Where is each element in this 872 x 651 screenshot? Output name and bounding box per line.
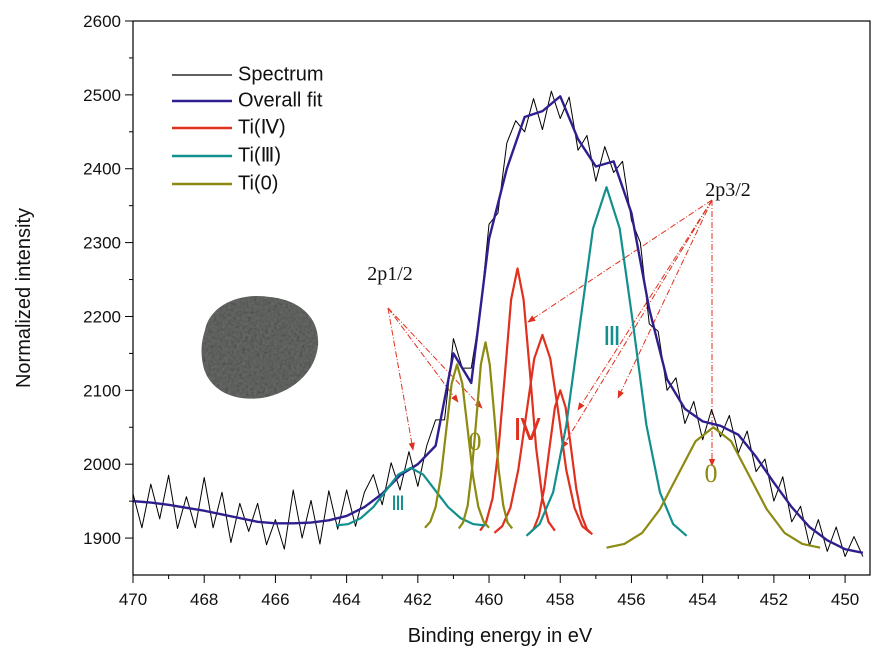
legend-label: Overall fit bbox=[238, 89, 323, 111]
annotation: Ⅲ bbox=[391, 493, 405, 515]
powder-photo bbox=[201, 295, 319, 399]
y-tick-label: 2400 bbox=[83, 160, 121, 179]
y-tick-label: 2100 bbox=[83, 381, 121, 400]
annotation: 2p1/2 bbox=[367, 263, 413, 285]
x-axis-label: Binding energy in eV bbox=[408, 625, 593, 647]
legend-label: Spectrum bbox=[238, 63, 324, 85]
x-tick-label: 456 bbox=[617, 590, 645, 609]
y-tick-label: 1900 bbox=[83, 529, 121, 548]
x-tick-label: 464 bbox=[332, 590, 360, 609]
legend-label: Ti(0) bbox=[238, 172, 278, 194]
x-tick-label: 462 bbox=[404, 590, 432, 609]
x-tick-label: 458 bbox=[546, 590, 574, 609]
x-tick-label: 460 bbox=[475, 590, 503, 609]
annotation: 2p3/2 bbox=[705, 179, 751, 201]
x-tick-label: 450 bbox=[831, 590, 859, 609]
data-line bbox=[457, 341, 514, 530]
annotation: Ⅲ bbox=[603, 322, 621, 351]
annotation-arrows bbox=[387, 199, 716, 467]
y-tick-label: 2000 bbox=[83, 455, 121, 474]
x-tick-label: 452 bbox=[760, 590, 788, 609]
legend-label: Ti(Ⅲ) bbox=[238, 144, 281, 166]
y-tick-label: 2600 bbox=[83, 12, 121, 31]
x-tick-label: 466 bbox=[261, 590, 289, 609]
data-line bbox=[424, 363, 490, 529]
data-line bbox=[133, 95, 864, 555]
x-tick-label: 468 bbox=[190, 590, 218, 609]
data-line bbox=[525, 186, 688, 537]
annotation: 0 bbox=[469, 427, 482, 456]
plot-area bbox=[133, 90, 864, 558]
y-tick-label: 2200 bbox=[83, 307, 121, 326]
y-axis-label: Normalized intensity bbox=[13, 208, 35, 388]
data-line bbox=[606, 426, 821, 549]
data-line bbox=[493, 333, 592, 534]
x-tick-label: 454 bbox=[688, 590, 716, 609]
y-tick-label: 2500 bbox=[83, 86, 121, 105]
annotation: 0 bbox=[705, 459, 718, 488]
legend-label: Ti(Ⅳ) bbox=[238, 116, 286, 138]
y-tick-label: 2300 bbox=[83, 234, 121, 253]
plot-frame bbox=[132, 20, 871, 576]
x-tick-label: 470 bbox=[119, 590, 147, 609]
annotation: Ⅳ bbox=[513, 414, 541, 447]
data-line bbox=[335, 466, 486, 527]
data-line bbox=[527, 389, 594, 536]
data-line bbox=[133, 90, 864, 558]
